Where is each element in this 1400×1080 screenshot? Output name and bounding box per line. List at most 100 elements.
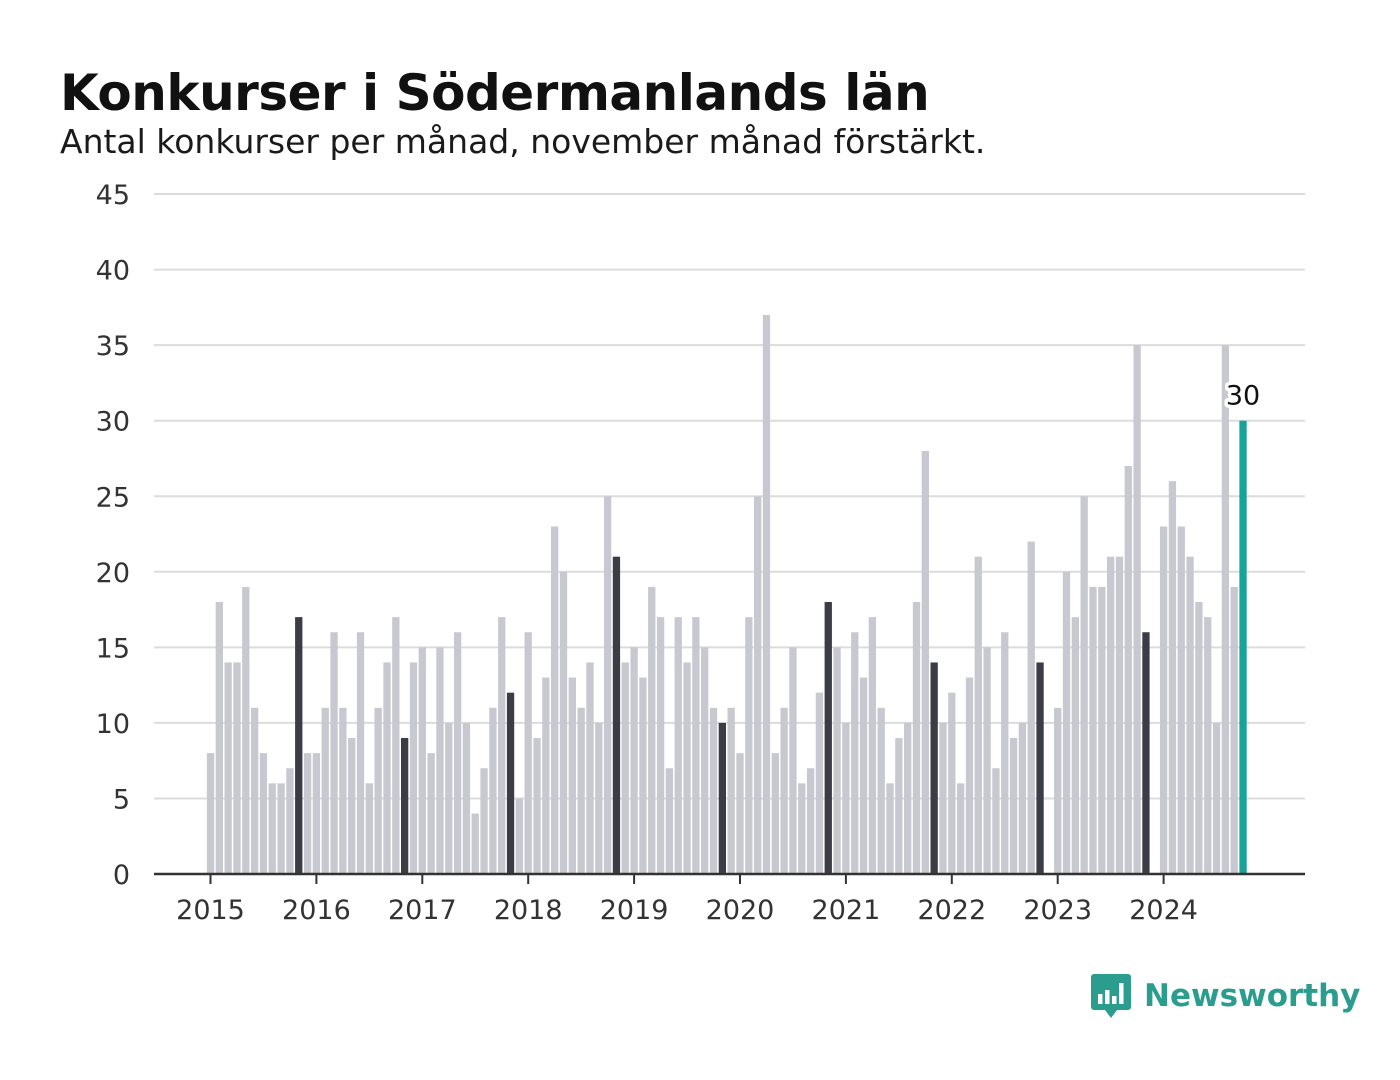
bar <box>595 722 603 874</box>
x-tick-label: 2022 <box>917 895 986 926</box>
bar <box>506 692 515 874</box>
x-tick-label: 2017 <box>388 895 457 926</box>
bar <box>886 783 894 874</box>
bar <box>930 662 938 874</box>
bar <box>1221 345 1230 874</box>
bar <box>383 662 391 874</box>
y-tick-label: 10 <box>96 709 130 740</box>
x-tick-label: 2016 <box>282 895 351 926</box>
bar <box>780 707 788 874</box>
bar <box>868 617 877 874</box>
bar <box>842 722 850 874</box>
bar <box>692 617 700 874</box>
x-axis: 2015 2016 2017 2018 2019 2020 2021 2022 2023 2024 <box>154 872 1305 926</box>
bar <box>568 677 576 874</box>
bar <box>559 571 568 874</box>
y-tick-label: 20 <box>96 558 130 589</box>
bar <box>471 813 479 874</box>
bar <box>409 662 418 874</box>
bar <box>330 632 338 874</box>
bar <box>833 647 841 874</box>
bar <box>242 586 250 874</box>
bar <box>745 617 753 874</box>
brand-logo: Newsworthy <box>1090 970 1360 1022</box>
x-tick-label: 2015 <box>176 895 245 926</box>
bar <box>224 662 232 874</box>
chart-title: Konkurser i Södermanlands län <box>60 64 930 122</box>
bar <box>1009 738 1018 874</box>
bar <box>1133 345 1141 874</box>
bar <box>418 647 426 874</box>
bar <box>956 783 965 874</box>
bar <box>904 722 912 874</box>
bar <box>303 753 312 874</box>
bar <box>1098 586 1106 874</box>
bar-chart-speech-bubble-icon <box>1091 974 1131 1018</box>
bar <box>215 602 223 874</box>
bar <box>321 707 329 874</box>
bar <box>462 722 471 874</box>
bar <box>427 753 435 874</box>
bar <box>701 647 709 874</box>
bar <box>277 783 285 874</box>
bar <box>206 753 215 874</box>
bar <box>1080 496 1088 874</box>
bar <box>1062 571 1071 874</box>
bar <box>1177 526 1185 874</box>
bar <box>392 617 400 874</box>
bar <box>533 738 541 874</box>
y-tick-label: 5 <box>113 784 130 815</box>
bar <box>621 662 629 874</box>
bar <box>551 526 559 874</box>
bar <box>374 707 382 874</box>
bar <box>577 707 585 874</box>
bar <box>1027 541 1035 874</box>
bar <box>921 450 929 874</box>
bar <box>524 632 532 874</box>
bar <box>806 768 815 874</box>
bar <box>1036 662 1044 874</box>
bar <box>489 707 497 874</box>
y-tick-label: 0 <box>113 860 130 891</box>
bar <box>939 722 947 874</box>
bar <box>859 677 868 874</box>
bar <box>453 632 462 874</box>
bar <box>365 783 373 874</box>
y-tick-label: 45 <box>96 180 130 211</box>
bar <box>754 496 762 874</box>
y-tick-label: 15 <box>96 633 130 664</box>
bar <box>515 798 524 874</box>
bar <box>1054 707 1062 874</box>
bar <box>312 753 321 874</box>
bar <box>771 753 779 874</box>
x-tick-label: 2020 <box>706 895 775 926</box>
bar <box>1142 632 1150 874</box>
bar <box>736 753 744 874</box>
x-tick-label: 2023 <box>1023 895 1092 926</box>
bar <box>498 617 506 874</box>
y-axis-labels: 0 5 10 15 20 25 30 35 40 45 <box>96 180 130 891</box>
bar <box>895 738 903 874</box>
bar <box>339 707 347 874</box>
bar <box>401 738 409 874</box>
bar <box>1107 556 1115 874</box>
bar <box>295 617 303 874</box>
bar <box>286 768 294 874</box>
bar <box>1239 420 1247 874</box>
bar <box>586 662 594 874</box>
bar <box>877 707 885 874</box>
latest-value-label: 30 <box>1226 381 1260 412</box>
bar <box>436 647 444 874</box>
bar <box>480 768 488 874</box>
y-tick-label: 25 <box>96 482 130 513</box>
bars <box>206 314 1247 874</box>
bar <box>648 586 656 874</box>
bar <box>250 707 259 874</box>
bar <box>912 602 921 874</box>
bar <box>851 632 859 874</box>
bar <box>762 314 771 874</box>
bar <box>233 662 241 874</box>
bar <box>1230 586 1238 874</box>
bar <box>948 692 956 874</box>
